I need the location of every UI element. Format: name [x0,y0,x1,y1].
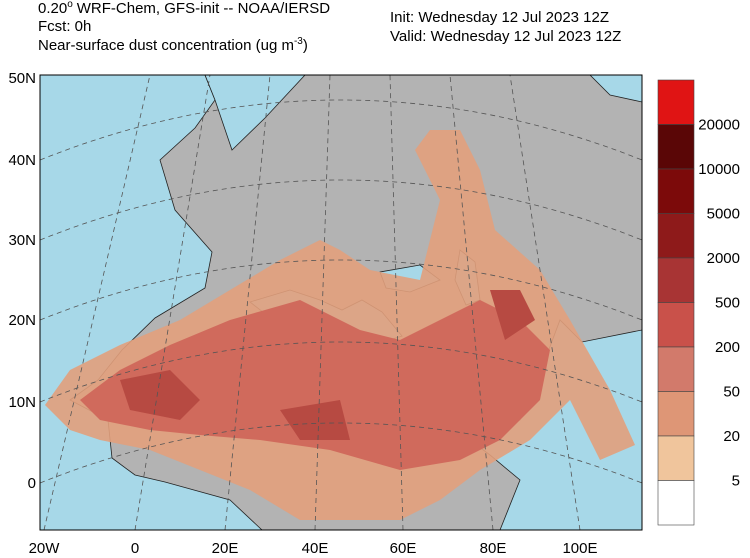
map-frame [39,74,643,531]
colorbar-label: 20000 [698,117,740,134]
meridian [389,75,404,530]
title-number: 0.20 [38,0,67,17]
parallel [40,99,642,161]
colorbar-box [657,480,695,526]
colorbar: 20000 10000 5000 2000 500 200 50 20 5 [657,79,740,526]
dust-mid [80,300,550,470]
colorbar-box [657,257,695,303]
meridian [43,75,151,530]
title-rest: WRF-Chem, GFS-init -- NOAA/IERSD [77,0,331,17]
init-time: Init: Wednesday 12 Jul 2023 12Z [390,9,609,26]
lat-label: 50N [8,70,36,87]
meridian [134,75,211,530]
lon-label: 0 [131,540,139,557]
lat-label: 30N [8,232,36,249]
meridian [449,75,494,530]
lon-label: 60E [390,540,417,557]
lat-label: 40N [8,152,36,169]
meridian [314,75,331,530]
lon-labels: 20W 0 20E 40E 60E 80E 100E [29,540,598,557]
title-degree: o [67,0,73,10]
colorbar-box [657,391,695,437]
map-area [40,75,642,530]
variable-exponent: -3 [294,36,303,47]
colorbar-label: 5 [732,473,740,490]
colorbar-label: 10000 [698,161,740,178]
colorbar-label: 500 [715,295,740,312]
lat-label: 0 [28,475,36,492]
variable: Near-surface dust concentration (ug m-3) [38,36,308,54]
colorbar-box [657,168,695,214]
forecast: Fcst: 0h [38,18,91,35]
colorbar-label: 2000 [707,250,740,267]
colorbar-box [657,79,695,125]
colorbar-label: 5000 [707,206,740,223]
lon-label: 20E [212,540,239,557]
colorbar-label: 50 [723,384,740,401]
lon-label: 40E [302,540,329,557]
colorbar-label: 200 [715,339,740,356]
meridian [509,75,581,530]
lat-label: 10N [8,394,36,411]
colorbar-box [657,435,695,481]
lon-label: 20W [29,540,61,557]
arctic [589,75,642,103]
variable-text: Near-surface dust concentration (ug m [38,37,294,54]
valid-time: Valid: Wednesday 12 Jul 2023 12Z [390,28,621,45]
variable-close: ) [303,37,308,54]
colorbar-box [657,346,695,392]
dust-high [120,290,535,440]
lat-label: 20N [8,312,36,329]
parallel [40,179,642,241]
colorbar-box [657,213,695,259]
graticule [40,75,642,530]
colorbar-box [657,124,695,170]
parallel [40,341,642,403]
norwegian-sea [204,75,306,151]
lon-label: 100E [562,540,597,557]
title: 0.20o WRF-Chem, GFS-init -- NOAA/IERSD [38,0,330,17]
lat-labels: 50N 40N 30N 20N 10N 0 [8,70,36,492]
meridian [224,75,271,530]
colorbar-label: 20 [723,428,740,445]
parallel [40,422,642,484]
dust [45,130,635,520]
lon-label: 80E [480,540,507,557]
parallel [40,259,642,321]
colorbar-box [657,302,695,348]
